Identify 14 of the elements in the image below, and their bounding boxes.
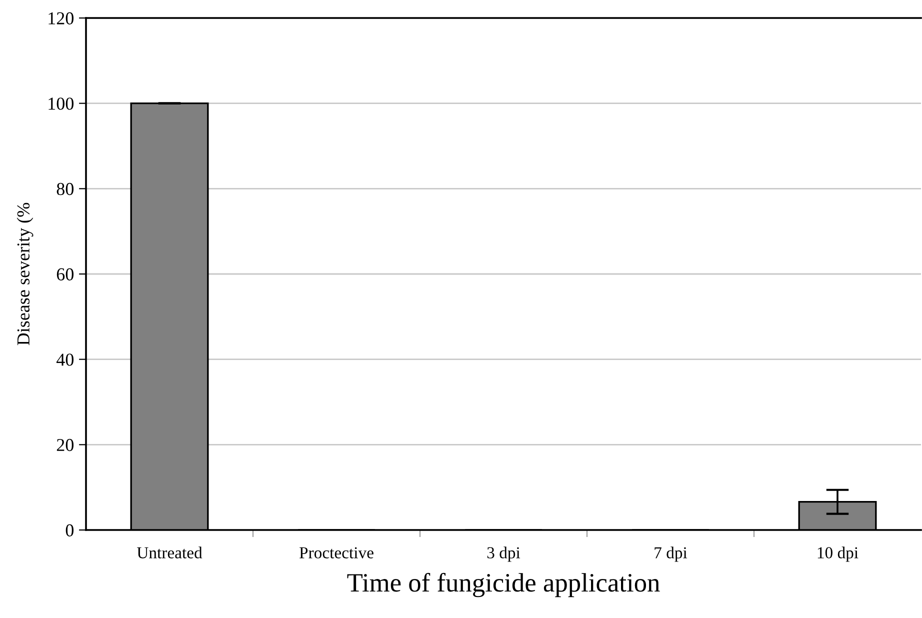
y-tick-label: 0 <box>66 524 74 536</box>
x-tick-label: Proctective <box>299 547 374 558</box>
y-tick-label: 80 <box>56 182 74 196</box>
x-axis-title: Time of fungicide application <box>347 572 660 598</box>
x-tick-label: 3 dpi <box>487 546 520 562</box>
y-axis-title: Disease severity (% <box>16 202 34 346</box>
x-tick-label: 10 dpi <box>818 546 858 562</box>
x-tick-label: 7 dpi <box>654 546 688 562</box>
x-tick-label: Untreated <box>136 546 202 558</box>
y-tick-label: 20 <box>56 438 74 452</box>
y-tick-label: 100 <box>48 98 74 110</box>
y-tick-label: 40 <box>56 354 74 366</box>
y-tick-label: 120 <box>48 12 74 24</box>
y-tick-label: 60 <box>56 268 74 280</box>
